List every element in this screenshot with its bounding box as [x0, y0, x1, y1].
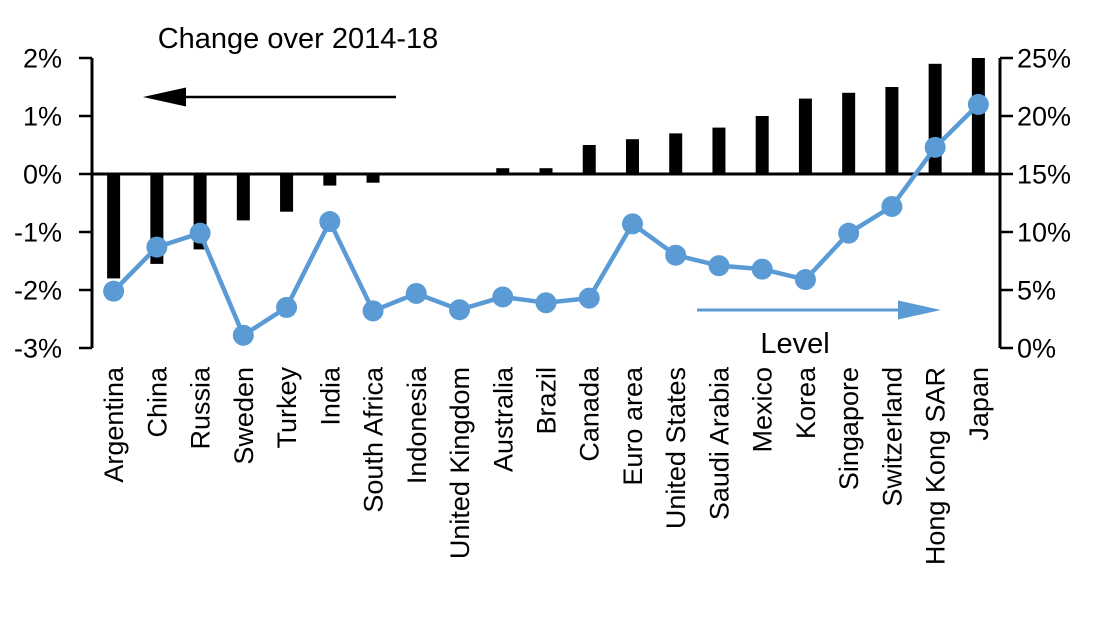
- bar: [971, 58, 985, 174]
- line-marker: [838, 222, 860, 244]
- category-label: India: [315, 366, 345, 426]
- category-label: China: [142, 366, 172, 438]
- category-label: Canada: [575, 366, 605, 462]
- bar-series-group: [107, 58, 985, 279]
- bar: [107, 174, 121, 279]
- right-axis-tick-label: 20%: [1017, 102, 1071, 132]
- left-axis-tick-label: -3%: [14, 334, 62, 364]
- category-label: United Kingdom: [445, 367, 475, 559]
- category-label: Sweden: [229, 367, 259, 465]
- bar: [755, 116, 769, 174]
- bar: [669, 133, 683, 174]
- line-marker: [708, 255, 730, 277]
- bar: [842, 92, 856, 174]
- left-axis-tick-label: -2%: [14, 276, 62, 306]
- line-marker: [146, 236, 168, 258]
- bar: [236, 174, 250, 221]
- line-marker: [189, 222, 211, 244]
- bar: [366, 174, 380, 183]
- category-label: Australia: [488, 366, 518, 472]
- category-label: Russia: [186, 366, 216, 450]
- line-marker: [232, 324, 254, 346]
- category-label: Turkey: [272, 367, 302, 449]
- category-label: Saudi Arabia: [704, 366, 734, 520]
- line-marker: [103, 280, 125, 302]
- right-axis-tick-label: 0%: [1017, 334, 1056, 364]
- line-marker: [967, 93, 989, 115]
- category-label: Mexico: [748, 367, 778, 453]
- line-series-group: [103, 93, 989, 346]
- left-axis-tick-label: 0%: [23, 160, 62, 190]
- line-marker: [924, 136, 946, 158]
- line-marker: [319, 211, 341, 233]
- category-label: Brazil: [532, 367, 562, 435]
- bar: [323, 174, 337, 186]
- category-label: Switzerland: [877, 367, 907, 507]
- category-label: Euro area: [618, 366, 648, 486]
- line-marker: [578, 287, 600, 309]
- line-marker: [621, 213, 643, 235]
- category-label: United States: [661, 367, 691, 529]
- right-axis-tick-label: 10%: [1017, 218, 1071, 248]
- left-axis-tick-label: 1%: [23, 102, 62, 132]
- line-marker: [535, 292, 557, 314]
- line-marker: [449, 299, 471, 321]
- line-marker: [881, 195, 903, 217]
- category-label: Korea: [791, 366, 821, 439]
- line-marker: [362, 300, 384, 322]
- category-label: Hong Kong SAR: [921, 367, 951, 565]
- category-label: Argentina: [99, 366, 129, 483]
- change-series-label: Change over 2014-18: [158, 23, 439, 55]
- category-label: Japan: [964, 367, 994, 441]
- category-label: Indonesia: [402, 366, 432, 484]
- bar: [798, 98, 812, 174]
- right-axis-tick-label: 15%: [1017, 160, 1071, 190]
- left-axis-tick-label: 2%: [23, 44, 62, 74]
- right-arrow-head-icon: [898, 300, 941, 320]
- category-label: South Africa: [359, 366, 389, 513]
- bar: [582, 145, 596, 174]
- level-series-label: Level: [760, 328, 829, 360]
- left-axis-tick-label: -1%: [14, 218, 62, 248]
- bar: [885, 87, 899, 174]
- line-marker: [794, 269, 816, 291]
- line-marker: [276, 296, 298, 318]
- left-arrow-head-icon: [143, 87, 186, 107]
- line-marker: [492, 286, 514, 308]
- line-marker: [751, 258, 773, 280]
- bar: [625, 139, 639, 174]
- bar: [496, 168, 510, 174]
- line-marker: [405, 282, 427, 304]
- right-axis-tick-label: 25%: [1017, 44, 1071, 74]
- line-marker: [665, 244, 687, 266]
- category-label: Singapore: [834, 367, 864, 490]
- right-axis-tick-label: 5%: [1017, 276, 1056, 306]
- bar: [712, 127, 726, 174]
- bar: [280, 174, 294, 212]
- bar: [539, 168, 553, 174]
